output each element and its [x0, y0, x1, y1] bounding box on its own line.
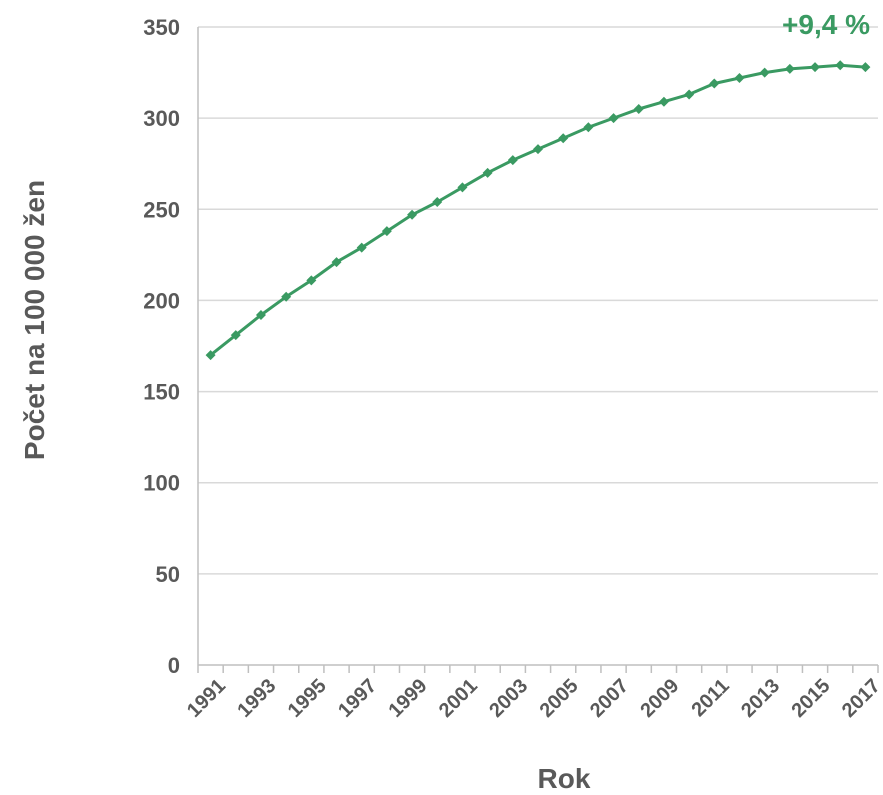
y-tick-label: 0	[168, 653, 180, 678]
data-point	[533, 144, 543, 155]
x-tick-label: 2011	[687, 675, 733, 721]
data-point	[734, 73, 745, 84]
data-point	[860, 62, 871, 73]
axes	[197, 27, 879, 673]
data-point	[482, 167, 493, 178]
data-point	[381, 226, 392, 237]
x-tick-label: 2003	[485, 675, 532, 722]
data-point	[306, 275, 317, 286]
series-line-group	[205, 60, 871, 361]
data-point	[432, 196, 443, 207]
data-point	[658, 96, 669, 107]
x-tick-label: 2017	[838, 675, 883, 722]
x-tick-label: 1995	[284, 675, 331, 722]
data-point	[709, 78, 720, 89]
y-tick-label: 300	[143, 106, 180, 131]
data-point	[407, 209, 418, 220]
x-tick-label: 2013	[737, 675, 784, 722]
series-line	[209, 63, 866, 357]
y-tick-label: 200	[143, 288, 180, 313]
x-tick-label: 2005	[536, 675, 583, 722]
data-point	[684, 89, 695, 100]
data-point	[835, 60, 846, 71]
data-point	[633, 104, 644, 115]
data-point	[230, 330, 241, 341]
data-point	[507, 155, 518, 166]
data-point	[205, 350, 216, 361]
x-tick-label: 1997	[334, 675, 381, 722]
x-tick-label: 2001	[435, 675, 482, 722]
data-point	[331, 257, 342, 268]
data-point	[759, 67, 770, 78]
x-axis-title: Rok	[538, 763, 591, 794]
y-tick-label: 150	[143, 380, 180, 405]
x-tick-label: 2009	[636, 675, 683, 722]
y-tick-label: 100	[143, 471, 180, 496]
data-point	[255, 310, 266, 321]
data-point	[457, 182, 468, 193]
x-tick-label: 2015	[787, 675, 834, 722]
x-tick-label: 1999	[384, 675, 431, 722]
annotation-label: +9,4 %	[782, 9, 870, 40]
data-point	[784, 63, 795, 74]
x-tick-label: 2007	[586, 675, 633, 722]
y-tick-label: 50	[156, 562, 180, 587]
data-point	[583, 122, 594, 133]
gridlines	[198, 26, 878, 575]
data-point	[810, 62, 821, 73]
x-tick-label: 1993	[233, 675, 280, 722]
data-point	[356, 242, 367, 253]
y-tick-label: 250	[143, 197, 180, 222]
data-point	[608, 113, 619, 124]
y-tick-label: 350	[143, 15, 180, 40]
x-tick-label: 1991	[183, 675, 230, 722]
data-point	[558, 133, 569, 144]
y-tick-labels: 0 50 100 150 200 250 300 350	[143, 15, 180, 678]
data-point	[281, 291, 292, 302]
x-tick-labels: 1991 1993 1995 1997 1999 2001 2003 2005 2007 2009…	[183, 675, 883, 722]
y-axis-title: Počet na 100 000 žen	[19, 180, 50, 460]
